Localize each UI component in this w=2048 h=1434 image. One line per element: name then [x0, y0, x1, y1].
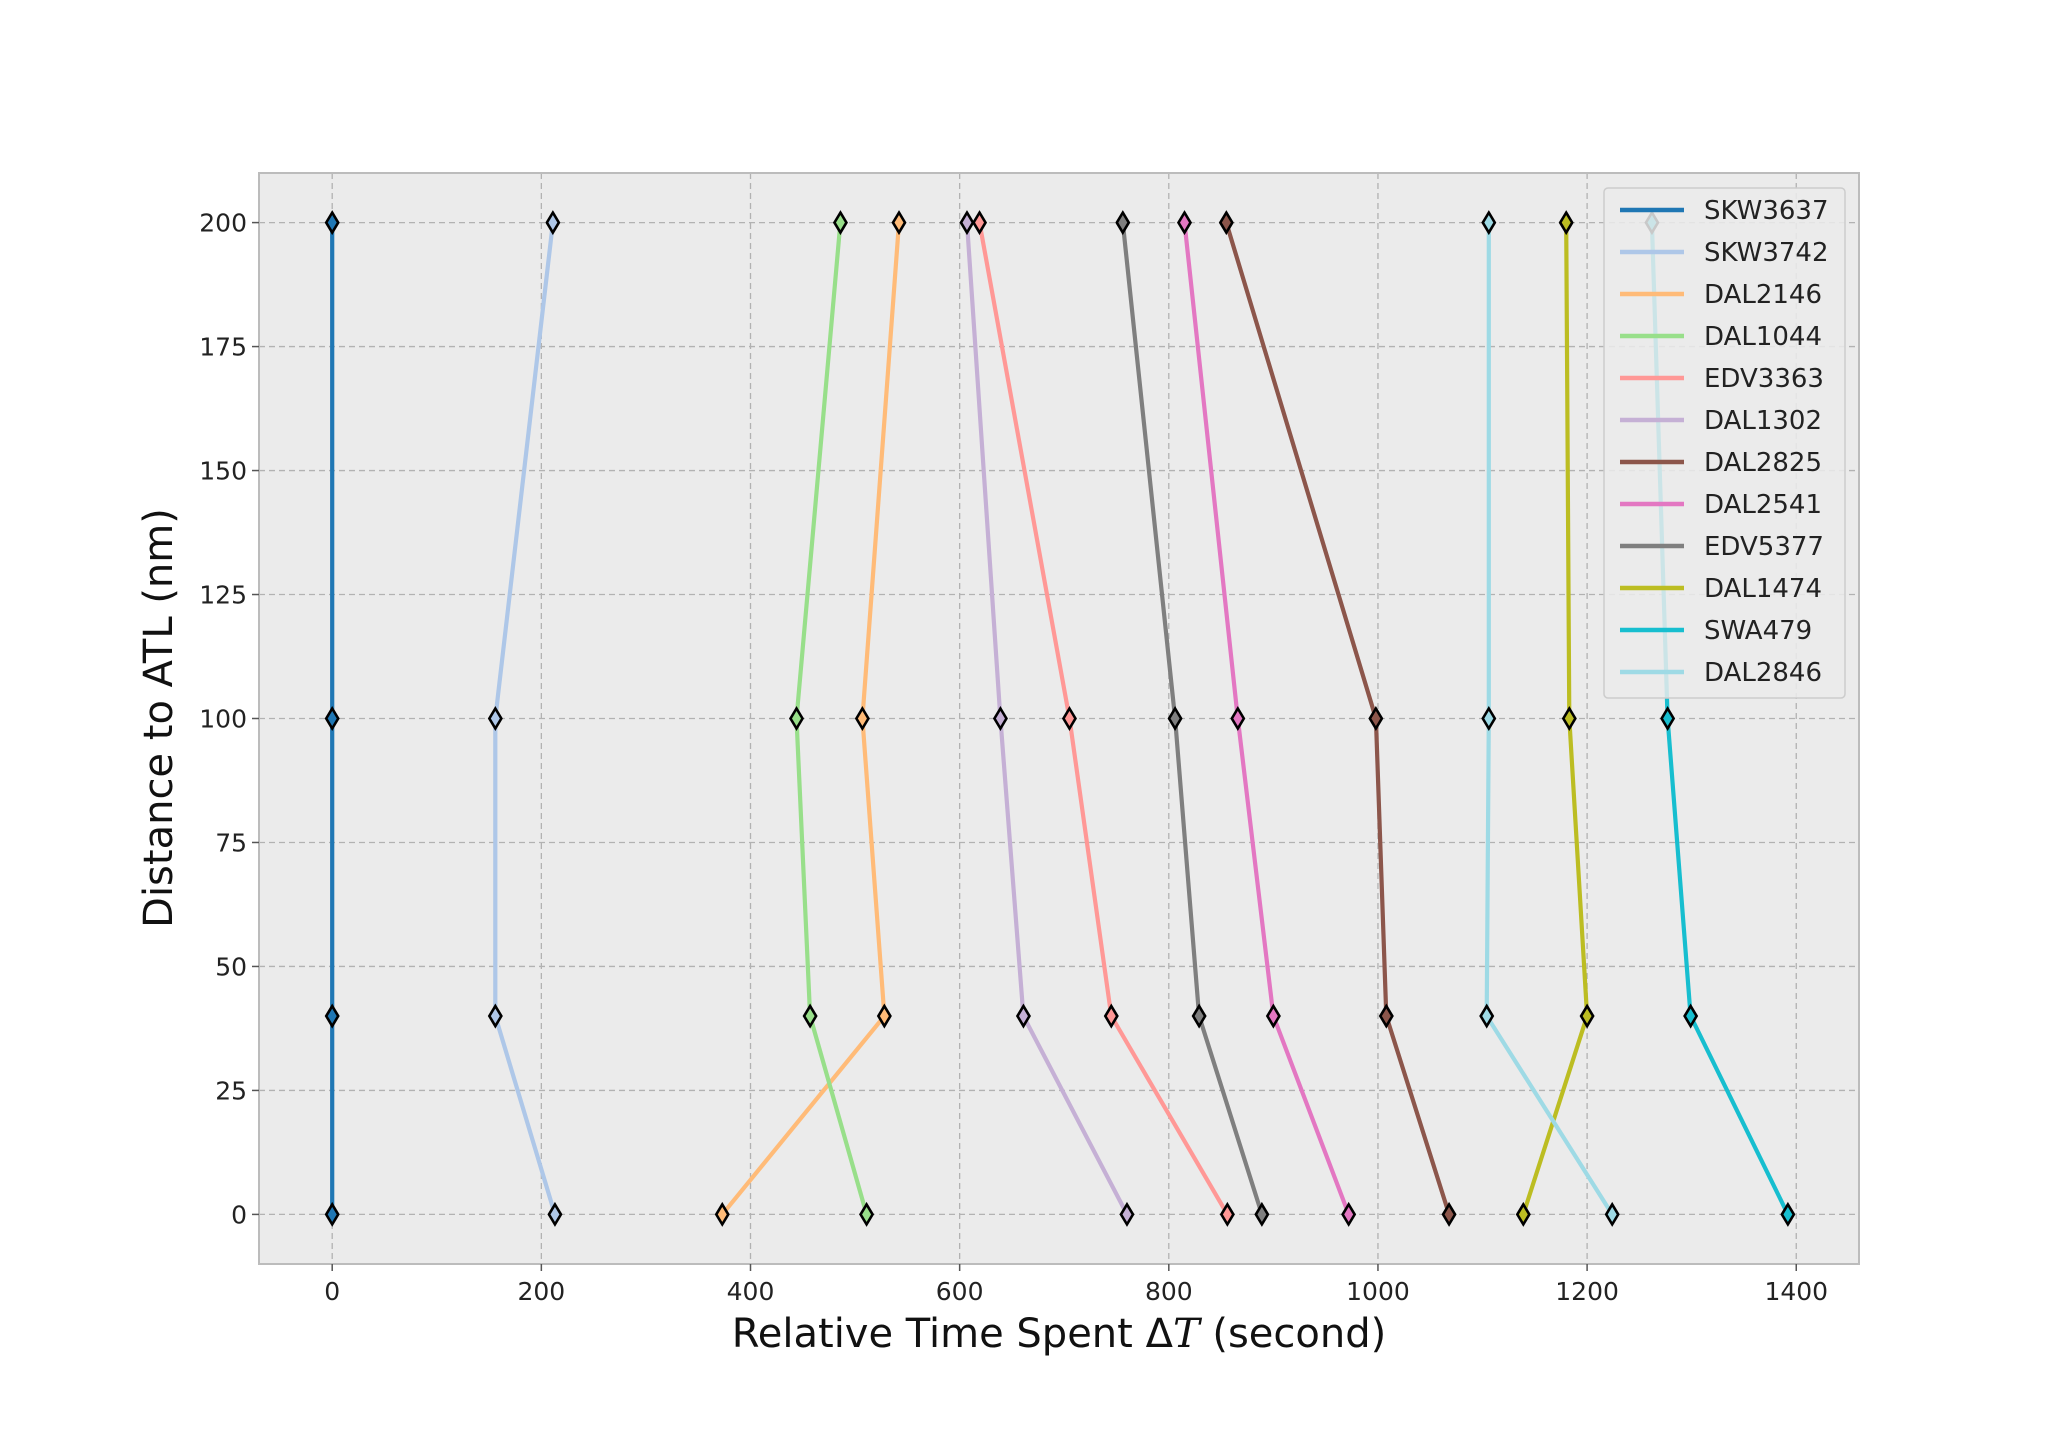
legend-label: DAL2825 [1704, 448, 1822, 478]
data-point [1176, 210, 1193, 236]
data-point [1254, 1201, 1270, 1227]
data-point [876, 1003, 892, 1029]
data-point [832, 210, 848, 236]
data-point [1378, 1003, 1394, 1029]
y-tick-label: 0 [231, 1200, 247, 1229]
data-point [854, 705, 870, 732]
data-point [1441, 1201, 1457, 1227]
data-point [324, 1003, 340, 1029]
y-tick-label: 25 [215, 1076, 247, 1105]
x-tick-label: 1000 [1346, 1277, 1410, 1306]
data-point [1683, 1003, 1699, 1029]
y-tick-label: 100 [199, 705, 247, 734]
legend-label: EDV5377 [1704, 532, 1824, 562]
series-line-dal1044 [794, 220, 869, 1217]
data-point [324, 1201, 340, 1227]
data-point [714, 1201, 730, 1227]
grid [259, 173, 1859, 1264]
x-tick-label: 1400 [1764, 1277, 1828, 1306]
legend-label: SWA479 [1704, 616, 1812, 646]
y-tick-label: 50 [215, 952, 247, 981]
legend: SKW3637 SKW3742 DAL2146 DAL1044 EDV3363 DAL13… [1603, 187, 1846, 699]
series-line-dal2146 [720, 220, 902, 1217]
data-point [547, 1201, 563, 1227]
series-line-dal2825 [1224, 220, 1452, 1217]
data-point [1368, 705, 1384, 732]
data-point [859, 1201, 875, 1227]
y-tick-label: 75 [215, 828, 247, 857]
data-point [1115, 210, 1131, 236]
data-point [1558, 210, 1574, 236]
data-point [959, 210, 975, 236]
data-point [324, 210, 340, 236]
series-line-dal1302 [964, 220, 1130, 1217]
legend-label: DAL1044 [1704, 322, 1822, 352]
data-point [1579, 1003, 1595, 1029]
y-tick-label: 200 [199, 209, 247, 238]
x-tick-label: 600 [936, 1277, 984, 1306]
y-tick-label: 175 [199, 333, 247, 362]
data-point [487, 705, 503, 732]
data-point [324, 705, 340, 732]
x-tick-label: 200 [517, 1277, 565, 1306]
legend-label: DAL2541 [1704, 490, 1822, 520]
data-point [1230, 705, 1246, 732]
data-point [891, 210, 907, 236]
y-tick-label: 125 [199, 581, 247, 610]
data-point [1015, 1003, 1031, 1029]
data-point [802, 1003, 818, 1029]
data-point [1780, 1201, 1796, 1227]
data-point [992, 705, 1008, 732]
series-line-dal1474 [1521, 220, 1590, 1217]
data-point [788, 705, 805, 732]
data-point [487, 1003, 503, 1029]
x-tick-label: 400 [727, 1277, 775, 1306]
y-axis-label: Distance to ATL (nm) [136, 508, 182, 928]
data-point [1265, 1003, 1281, 1029]
series-line-skw3742 [493, 220, 558, 1217]
data-point [1604, 1201, 1620, 1227]
data-point [972, 210, 988, 236]
legend-label: DAL2146 [1704, 280, 1822, 310]
series-line-dal2541 [1182, 220, 1351, 1217]
x-axis-ticks: 0 200 400 600 800 1000 1200 1400 [324, 1264, 1828, 1306]
x-tick-label: 0 [324, 1277, 340, 1306]
markers [324, 210, 1796, 1227]
y-tick-label: 150 [199, 457, 247, 486]
legend-label: SKW3637 [1704, 196, 1829, 226]
data-point [1561, 705, 1577, 732]
legend-label: EDV3363 [1704, 364, 1824, 394]
series-line-edv3363 [977, 220, 1230, 1217]
data-point [1341, 1201, 1357, 1227]
data-point [1167, 705, 1183, 732]
data-point [1219, 1201, 1235, 1227]
x-tick-label: 800 [1145, 1277, 1193, 1306]
legend-label: SKW3742 [1704, 238, 1829, 268]
x-tick-label: 1200 [1555, 1277, 1619, 1306]
legend-frame [1603, 187, 1846, 699]
data-point [1660, 705, 1676, 732]
data-point [1481, 705, 1497, 732]
data-point [1479, 1003, 1495, 1029]
legend-label: DAL1474 [1704, 574, 1822, 604]
y-axis-ticks: 0 25 50 75 100 125 150 175 200 [199, 209, 259, 1229]
data-point [1119, 1201, 1135, 1227]
data-point [1191, 1003, 1207, 1029]
data-point [1218, 210, 1234, 236]
data-point [1103, 1003, 1119, 1029]
data-point [1061, 705, 1077, 732]
legend-label: DAL1302 [1704, 406, 1822, 436]
x-axis-label: Relative Time Spent ΔT (second) [732, 1311, 1386, 1357]
data-point [1515, 1201, 1531, 1227]
data-point [1481, 210, 1497, 236]
legend-label: DAL2846 [1704, 658, 1822, 688]
series-line-edv5377 [1120, 220, 1265, 1217]
data-point [545, 210, 561, 236]
series-line-dal2846 [1484, 220, 1615, 1217]
